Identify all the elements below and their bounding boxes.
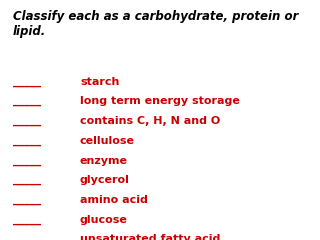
Text: _____: _____ [13, 175, 41, 185]
Text: _____: _____ [13, 136, 41, 146]
Text: _____: _____ [13, 195, 41, 205]
Text: amino acid: amino acid [80, 195, 148, 205]
Text: _____: _____ [13, 96, 41, 107]
Text: _____: _____ [13, 234, 41, 240]
Text: cellulose: cellulose [80, 136, 135, 146]
Text: _____: _____ [13, 215, 41, 225]
Text: glycerol: glycerol [80, 175, 130, 185]
Text: Classify each as a carbohydrate, protein or
lipid.: Classify each as a carbohydrate, protein… [13, 10, 298, 38]
Text: starch: starch [80, 77, 119, 87]
Text: unsaturated fatty acid: unsaturated fatty acid [80, 234, 220, 240]
Text: glucose: glucose [80, 215, 128, 225]
Text: long term energy storage: long term energy storage [80, 96, 240, 107]
Text: _____: _____ [13, 156, 41, 166]
Text: enzyme: enzyme [80, 156, 128, 166]
Text: _____: _____ [13, 77, 41, 87]
Text: _____: _____ [13, 116, 41, 126]
Text: contains C, H, N and O: contains C, H, N and O [80, 116, 220, 126]
